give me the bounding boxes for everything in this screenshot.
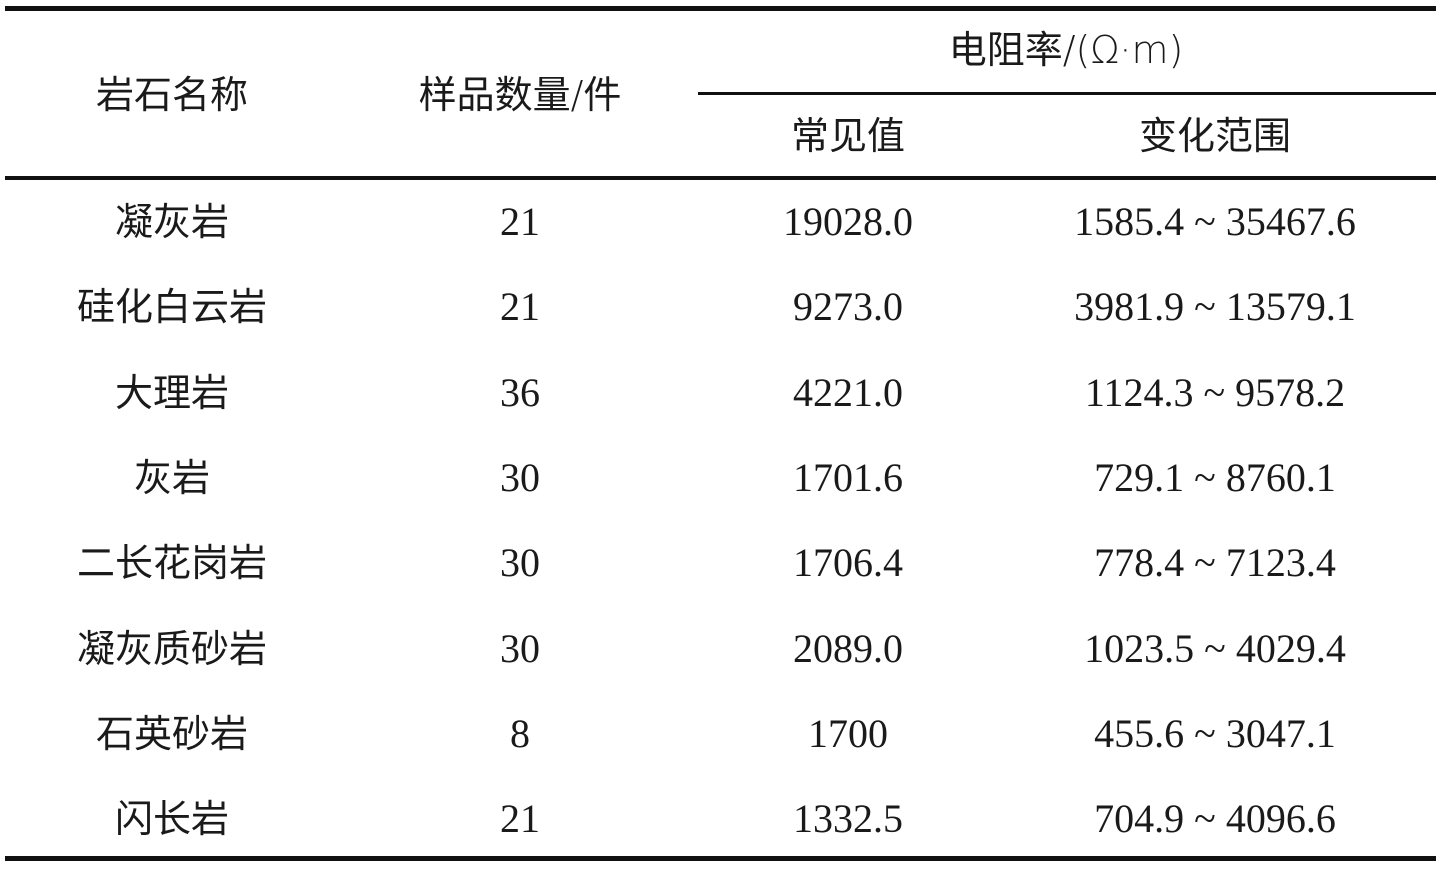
cell-common: 1700 xyxy=(808,710,888,756)
cell-name: 灰岩 xyxy=(133,455,211,500)
cell-count: 21 xyxy=(500,796,540,842)
header-common-value: 常见值 xyxy=(790,114,906,158)
cell-range: 729.1 ~ 8760.1 xyxy=(1094,454,1336,500)
cell-name: 石英砂岩 xyxy=(95,711,249,756)
cell-common: 1701.6 xyxy=(793,454,903,500)
cell-common: 9273.0 xyxy=(793,284,903,330)
cell-name: 闪长岩 xyxy=(114,797,230,842)
cell-common: 19028.0 xyxy=(783,199,913,244)
cell-common: 2089.0 xyxy=(793,625,903,671)
cell-range: 704.9 ~ 4096.6 xyxy=(1094,796,1336,842)
cell-count: 21 xyxy=(500,284,540,330)
cell-range: 778.4 ~ 7123.4 xyxy=(1094,540,1336,586)
cell-name: 凝灰质砂岩 xyxy=(76,626,268,671)
top-rule xyxy=(5,6,1436,11)
cell-count: 30 xyxy=(500,540,540,586)
cell-range: 3981.9 ~ 13579.1 xyxy=(1074,284,1356,330)
cell-range: 1124.3 ~ 9578.2 xyxy=(1084,369,1346,415)
cell-name: 凝灰岩 xyxy=(114,200,230,244)
header-rock-name: 岩石名称 xyxy=(95,73,249,117)
cell-range: 455.6 ~ 3047.1 xyxy=(1094,710,1336,756)
header-mid-rule xyxy=(698,92,1436,95)
cell-count: 36 xyxy=(500,369,540,415)
cell-common: 1706.4 xyxy=(793,540,903,586)
cell-count: 30 xyxy=(500,625,540,671)
cell-count: 30 xyxy=(500,454,540,500)
bottom-rule xyxy=(5,856,1436,861)
cell-range: 1023.5 ~ 4029.4 xyxy=(1084,625,1346,671)
cell-common: 4221.0 xyxy=(793,369,903,415)
header-range: 变化范围 xyxy=(1138,114,1292,158)
cell-name: 硅化白云岩 xyxy=(76,285,268,330)
cell-common: 1332.5 xyxy=(793,796,903,842)
header-sample-count: 样品数量/件 xyxy=(418,73,622,117)
cell-name: 大理岩 xyxy=(114,370,230,415)
cell-name: 二长花岗岩 xyxy=(76,541,268,586)
cell-count: 21 xyxy=(500,199,540,244)
header-bottom-rule xyxy=(5,176,1436,180)
cell-range: 1585.4 ~ 35467.6 xyxy=(1074,199,1356,244)
cell-count: 8 xyxy=(510,710,530,756)
header-resistivity: 电阻率/(Ω·m) xyxy=(948,28,1184,72)
